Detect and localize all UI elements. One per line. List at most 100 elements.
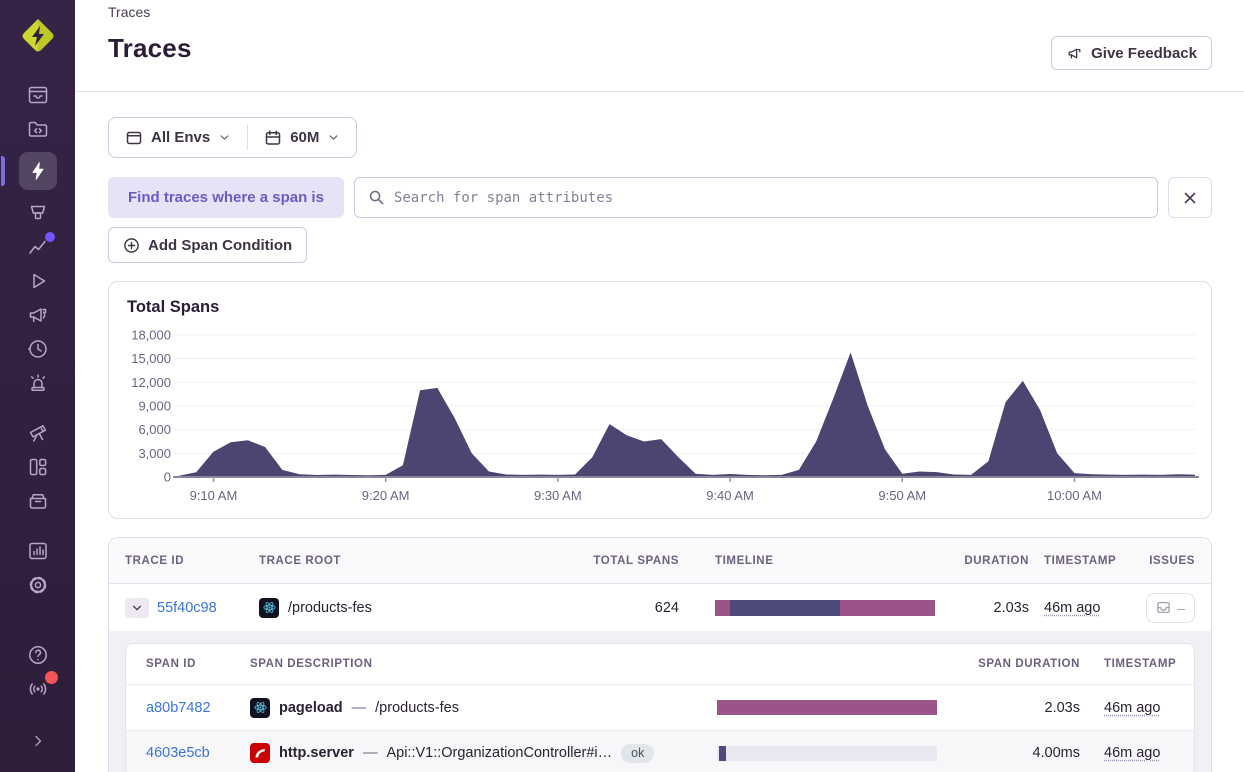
span-table-header: SPAN ID SPAN DESCRIPTION SPAN DURATION T… bbox=[126, 644, 1194, 685]
stats-icon[interactable] bbox=[19, 534, 57, 568]
traces-table: TRACE ID TRACE ROOT TOTAL SPANS TIMELINE… bbox=[108, 537, 1212, 772]
span-id-link[interactable]: 4603e5cb bbox=[146, 745, 210, 761]
span-op: pageload bbox=[279, 700, 343, 716]
col-duration: DURATION bbox=[937, 555, 1029, 567]
chart-title: Total Spans bbox=[127, 298, 1211, 317]
time-range-value: 60M bbox=[290, 129, 319, 146]
traces-table-header: TRACE ID TRACE ROOT TOTAL SPANS TIMELINE… bbox=[109, 538, 1211, 584]
trace-root-name: /products-fes bbox=[288, 600, 372, 616]
span-timestamp[interactable]: 46m ago bbox=[1104, 745, 1160, 761]
plus-circle-icon bbox=[123, 237, 140, 254]
svg-text:9:40 AM: 9:40 AM bbox=[706, 488, 754, 503]
sidebar-bottom-group bbox=[19, 638, 57, 758]
calendar-icon bbox=[264, 129, 282, 147]
broadcast-notification-dot bbox=[45, 671, 58, 684]
clear-search-button[interactable] bbox=[1168, 177, 1212, 218]
span-search-row: Find traces where a span is bbox=[108, 177, 1212, 218]
search-scope-chip[interactable]: Find traces where a span is bbox=[108, 177, 344, 218]
add-span-condition-button[interactable]: Add Span Condition bbox=[108, 227, 307, 263]
separator: — bbox=[363, 745, 378, 761]
span-duration: 2.03s bbox=[967, 700, 1080, 716]
chevron-down-icon bbox=[218, 131, 231, 144]
crons-clock-icon[interactable] bbox=[19, 332, 57, 366]
col-trace-root: TRACE ROOT bbox=[259, 555, 549, 567]
insights-notification-dot bbox=[45, 232, 55, 242]
col-span-description: SPAN DESCRIPTION bbox=[230, 658, 717, 670]
queries-icon[interactable] bbox=[19, 196, 57, 230]
col-total-spans: TOTAL SPANS bbox=[549, 555, 687, 567]
svg-text:18,000: 18,000 bbox=[131, 328, 171, 343]
span-id-link[interactable]: a80b7482 bbox=[146, 700, 211, 716]
feedback-megaphone-icon[interactable] bbox=[19, 298, 57, 332]
total-spans-panel: Total Spans 03,0006,0009,00012,00015,000… bbox=[108, 281, 1212, 519]
releases-icon[interactable] bbox=[19, 484, 57, 518]
total-spans-chart[interactable]: 03,0006,0009,00012,00015,00018,0009:10 A… bbox=[109, 317, 1211, 513]
insights-chart-icon[interactable] bbox=[19, 230, 57, 264]
search-input[interactable] bbox=[394, 190, 1144, 206]
trace-timeline-bar bbox=[715, 600, 935, 616]
explore-bolt-icon[interactable] bbox=[19, 152, 57, 190]
span-duration-bar bbox=[717, 746, 937, 761]
close-icon bbox=[1181, 189, 1199, 207]
span-op: http.server bbox=[279, 745, 354, 761]
trace-timestamp[interactable]: 46m ago bbox=[1044, 600, 1100, 616]
breadcrumb[interactable]: Traces bbox=[108, 4, 1212, 20]
col-timestamp: TIMESTAMP bbox=[1029, 555, 1145, 567]
col-span-timestamp: TIMESTAMP bbox=[1080, 658, 1195, 670]
alerts-siren-icon[interactable] bbox=[19, 366, 57, 400]
col-timeline: TIMELINE bbox=[687, 555, 937, 567]
issues-count: – bbox=[1177, 600, 1185, 616]
svg-text:9:10 AM: 9:10 AM bbox=[190, 488, 238, 503]
svg-text:10:00 AM: 10:00 AM bbox=[1047, 488, 1102, 503]
expand-chevron-icon[interactable] bbox=[19, 724, 57, 758]
issues-icon[interactable] bbox=[19, 78, 57, 112]
svg-text:3,000: 3,000 bbox=[138, 446, 171, 461]
org-logo[interactable] bbox=[18, 16, 58, 56]
svg-text:9,000: 9,000 bbox=[138, 399, 171, 414]
rails-icon bbox=[250, 743, 270, 763]
add-span-condition-label: Add Span Condition bbox=[148, 237, 292, 254]
span-timestamp[interactable]: 46m ago bbox=[1104, 700, 1160, 716]
search-box bbox=[354, 177, 1158, 218]
svg-text:9:20 AM: 9:20 AM bbox=[362, 488, 410, 503]
page-header: Traces Traces Give Feedback bbox=[75, 0, 1244, 92]
col-span-id: SPAN ID bbox=[126, 658, 230, 670]
trace-row[interactable]: 55f40c98 /products-fes 624 2.03s 46m ago… bbox=[109, 584, 1211, 631]
window-icon bbox=[125, 129, 143, 147]
give-feedback-button[interactable]: Give Feedback bbox=[1051, 36, 1212, 70]
environment-value: All Envs bbox=[151, 129, 210, 146]
span-row[interactable]: 4603e5cb http.server — Api::V1::Organiza… bbox=[126, 730, 1194, 772]
col-span-duration: SPAN DURATION bbox=[967, 658, 1080, 670]
trace-duration: 2.03s bbox=[937, 600, 1029, 616]
megaphone-icon bbox=[1066, 45, 1083, 62]
col-trace-id: TRACE ID bbox=[109, 555, 259, 567]
settings-gear-icon[interactable] bbox=[19, 568, 57, 602]
span-description: /products-fes bbox=[375, 700, 459, 716]
projects-icon[interactable] bbox=[19, 112, 57, 146]
trace-issues-button[interactable]: – bbox=[1146, 593, 1195, 623]
chevron-down-icon bbox=[327, 131, 340, 144]
active-indicator bbox=[1, 156, 5, 186]
discover-telescope-icon[interactable] bbox=[19, 416, 57, 450]
sidebar-nav bbox=[0, 78, 75, 758]
svg-text:12,000: 12,000 bbox=[131, 375, 171, 390]
collapse-trace-button[interactable] bbox=[125, 598, 149, 618]
environment-selector[interactable]: All Envs bbox=[109, 118, 247, 157]
total-spans-value: 624 bbox=[549, 600, 687, 616]
dashboards-icon[interactable] bbox=[19, 450, 57, 484]
svg-text:9:50 AM: 9:50 AM bbox=[878, 488, 926, 503]
chevron-down-icon bbox=[131, 602, 143, 614]
help-icon[interactable] bbox=[19, 638, 57, 672]
replays-play-icon[interactable] bbox=[19, 264, 57, 298]
broadcast-icon[interactable] bbox=[19, 672, 57, 706]
svg-text:0: 0 bbox=[164, 470, 171, 485]
content: All Envs 60M Find traces where a span is bbox=[75, 92, 1244, 772]
trace-id-link[interactable]: 55f40c98 bbox=[157, 600, 217, 616]
svg-text:15,000: 15,000 bbox=[131, 351, 171, 366]
page-title: Traces bbox=[108, 33, 1212, 64]
span-row[interactable]: a80b7482 pageload — /products-fes 2.03s … bbox=[126, 685, 1194, 730]
span-table: SPAN ID SPAN DESCRIPTION SPAN DURATION T… bbox=[125, 643, 1195, 772]
time-range-selector[interactable]: 60M bbox=[248, 118, 356, 157]
page-filter-bar: All Envs 60M bbox=[108, 117, 357, 158]
col-issues: ISSUES bbox=[1145, 555, 1212, 567]
